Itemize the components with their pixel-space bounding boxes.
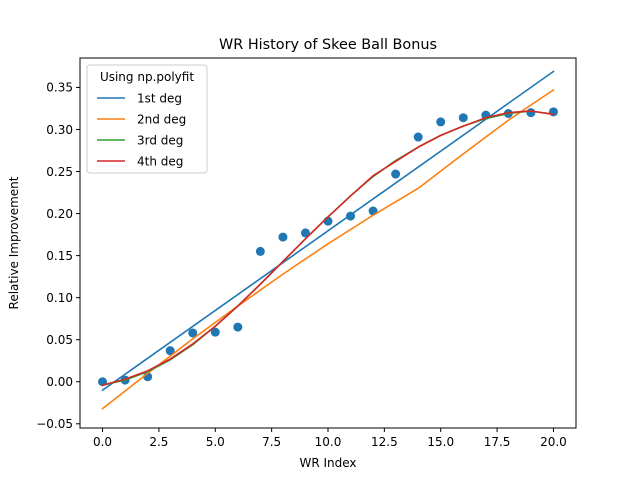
data-point-8 [278, 232, 288, 242]
y-tick-label-4: 0.15 [46, 249, 73, 263]
legend-label-2: 2nd deg [137, 112, 186, 126]
data-point-16 [458, 113, 468, 123]
y-tick-label-2: 0.05 [46, 333, 73, 347]
x-tick-label-1: 2.5 [149, 435, 168, 449]
plot-area [98, 70, 558, 410]
legend-title: Using np.polyfit [100, 70, 194, 84]
series-line-4 [101, 110, 555, 387]
y-tick-label-8: 0.35 [46, 81, 73, 95]
x-tick-label-6: 15.0 [427, 435, 454, 449]
x-tick-label-0: 0.0 [93, 435, 112, 449]
data-point-4 [188, 328, 198, 338]
y-tick-label-6: 0.25 [46, 165, 73, 179]
data-point-9 [300, 228, 310, 238]
data-point-19 [526, 108, 536, 118]
y-tick-label-5: 0.20 [46, 207, 73, 221]
legend-label-1: 1st deg [137, 91, 182, 105]
y-tick-label-7: 0.30 [46, 123, 73, 137]
series-line-2 [101, 88, 555, 410]
data-point-6 [233, 322, 243, 332]
y-tick-label-1: 0.00 [46, 375, 73, 389]
y-axis-label: Relative Improvement [7, 176, 21, 309]
x-axis: 0.0 2.5 5.0 7.5 10.0 12.5 15.0 17.5 20.0 [93, 428, 567, 449]
x-axis-label: WR Index [299, 456, 356, 470]
chart-title: WR History of Skee Ball Bonus [219, 37, 437, 53]
x-tick-label-5: 12.5 [371, 435, 398, 449]
legend-label-4: 4th deg [137, 154, 183, 168]
x-tick-label-3: 7.5 [262, 435, 281, 449]
y-tick-label-3: 0.10 [46, 291, 73, 305]
x-tick-label-4: 10.0 [315, 435, 342, 449]
y-tick-label-0: −0.05 [36, 417, 73, 431]
data-point-14 [413, 132, 423, 142]
data-point-5 [210, 327, 220, 337]
legend-box [86, 64, 208, 174]
data-point-7 [255, 246, 265, 256]
x-tick-label-2: 5.0 [206, 435, 225, 449]
x-tick-label-8: 20.0 [540, 435, 567, 449]
y-axis: −0.05 0.00 0.05 0.10 0.15 0.20 0.25 0.30 0.35 [36, 81, 80, 431]
legend-label-3: 3rd deg [137, 133, 183, 147]
data-point-13 [391, 169, 401, 179]
data-point-15 [436, 117, 446, 127]
x-tick-label-7: 17.5 [484, 435, 511, 449]
data-point-3 [165, 346, 175, 356]
series-line-1 [101, 70, 555, 392]
legend: Using np.polyfit 1st deg 2nd deg 3rd deg 4th… [86, 64, 208, 174]
